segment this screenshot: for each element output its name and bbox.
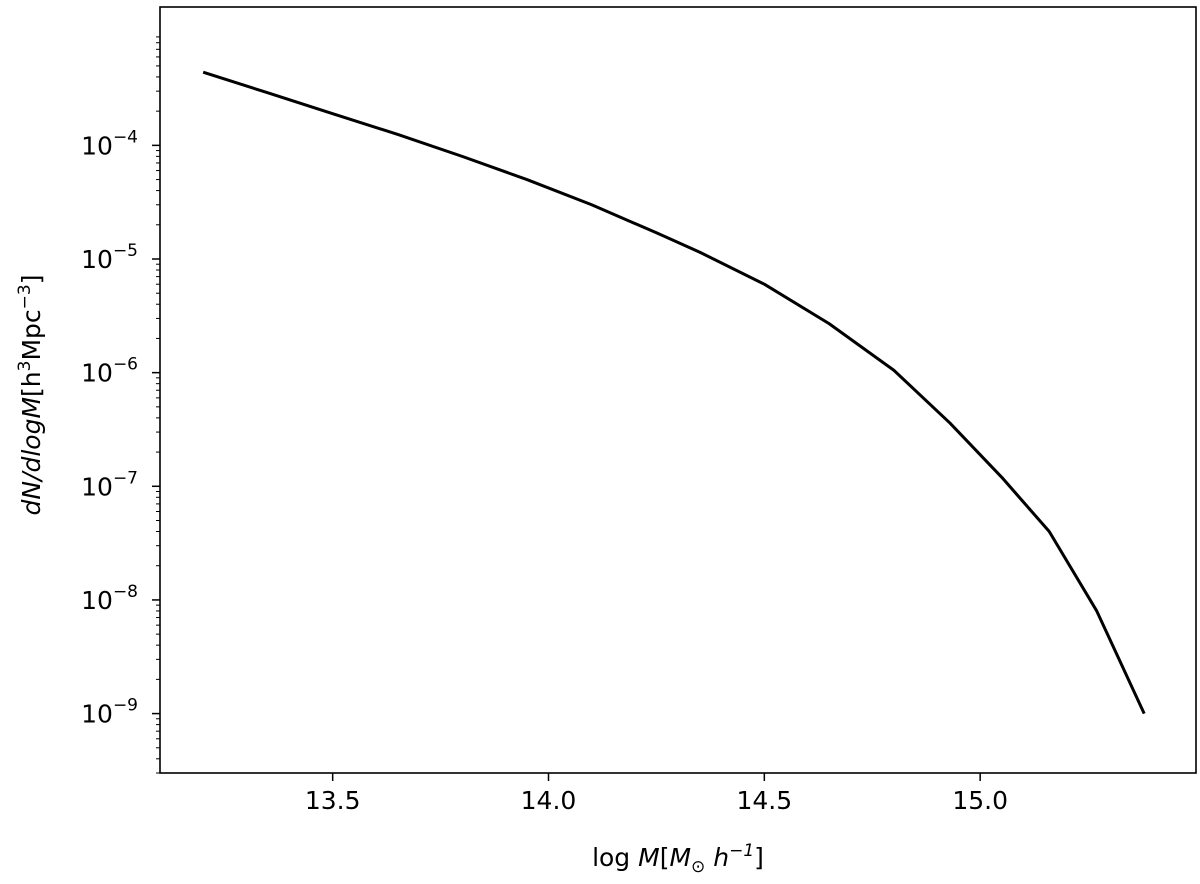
y-axis-label-close: ] <box>17 275 46 285</box>
y-tick-exponent: −7 <box>113 468 138 488</box>
y-tick-exponent: −5 <box>113 241 138 261</box>
y-axis-label-main: dN/dlogM <box>17 397 46 516</box>
series-line <box>202 70 1146 715</box>
x-axis-ticks: 13.5 14.0 14.5 15.0 <box>305 773 1008 815</box>
y-tick-base: 10 <box>81 359 113 388</box>
x-axis-label-prefix: log <box>592 843 638 872</box>
x-tick-label: 15.0 <box>952 786 1008 815</box>
y-tick-label: 10−4 <box>81 127 138 160</box>
x-axis-label-unit: M <box>669 843 691 872</box>
x-axis-label: log M[M⊙ h−1] <box>592 841 764 877</box>
x-axis-label-sup: −1 <box>729 841 754 861</box>
y-tick-label: 10−5 <box>81 241 138 274</box>
y-tick-base: 10 <box>81 586 113 615</box>
y-tick-base: 10 <box>81 472 113 501</box>
y-tick-label: 10−8 <box>81 582 138 615</box>
y-tick-base: 10 <box>81 245 113 274</box>
y-axis-label-sup-a: 3 <box>15 361 35 372</box>
x-tick-label: 14.5 <box>736 786 792 815</box>
y-axis-ticks: 10−910−810−710−610−510−4 <box>81 127 160 729</box>
y-axis-label: dN/dlogM[h3Mpc−3] <box>15 275 46 516</box>
y-axis-label-unit-a: [h <box>17 371 46 397</box>
y-tick-exponent: −4 <box>113 127 138 147</box>
y-tick-exponent: −9 <box>113 696 138 716</box>
y-tick-label: 10−9 <box>81 696 138 729</box>
y-tick-label: 10−6 <box>81 355 138 388</box>
y-axis-label-unit-b: Mpc <box>17 309 46 360</box>
x-axis-label-main: M <box>638 843 660 872</box>
y-axis-label-sup-b: −3 <box>15 284 35 309</box>
y-tick-base: 10 <box>81 131 113 160</box>
series-layer <box>202 70 1146 715</box>
y-tick-label: 10−7 <box>81 468 138 501</box>
y-tick-exponent: −8 <box>113 582 138 602</box>
y-tick-base: 10 <box>81 700 113 729</box>
x-tick-label: 13.5 <box>305 786 361 815</box>
x-axis-label-h: h <box>705 843 729 872</box>
x-axis-label-sub: ⊙ <box>691 857 705 877</box>
x-axis-label-close: ] <box>754 843 764 872</box>
x-tick-label: 14.0 <box>521 786 577 815</box>
plot-frame <box>159 6 1197 774</box>
x-axis-label-open: [ <box>660 843 670 872</box>
y-tick-exponent: −6 <box>113 355 138 375</box>
